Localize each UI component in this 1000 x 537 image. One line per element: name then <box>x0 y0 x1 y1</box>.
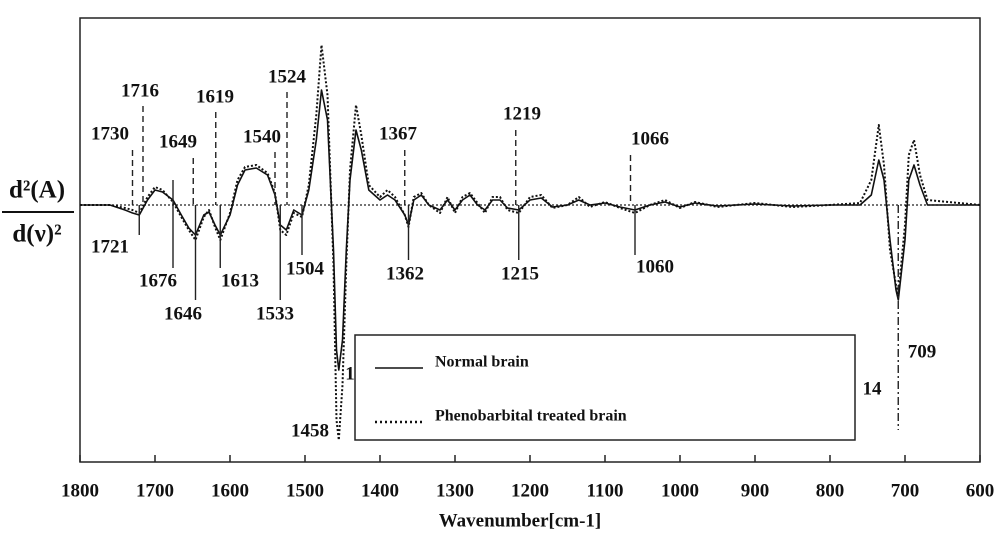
x-tick-label: 800 <box>816 480 845 501</box>
clipped-peak-label: 14 <box>863 378 883 399</box>
peak-label: 1458 <box>291 420 329 441</box>
peak-label: 1219 <box>503 103 541 124</box>
x-tick-label: 1300 <box>436 480 474 501</box>
x-tick-label: 700 <box>891 480 920 501</box>
spectrum-line <box>80 44 981 441</box>
x-tick-label: 1700 <box>136 480 174 501</box>
y-label-numerator: d²(A) <box>9 177 65 204</box>
peak-label: 1730 <box>91 123 129 144</box>
peak-label: 1504 <box>286 258 325 279</box>
x-tick-label: 1200 <box>511 480 549 501</box>
peak-label: 1215 <box>501 263 539 284</box>
peak-label: 1362 <box>386 263 424 284</box>
peak-label: 1646 <box>164 303 202 324</box>
peak-label: 1524 <box>268 66 307 87</box>
x-tick-label: 1100 <box>587 480 624 501</box>
legend-box <box>354 334 856 441</box>
peak-label: 1721 <box>91 236 129 257</box>
peak-label: 1619 <box>196 86 234 107</box>
x-tick-label: 1400 <box>361 480 399 501</box>
x-tick-label: 1800 <box>61 480 99 501</box>
peak-label: 1066 <box>631 128 669 149</box>
clipped-peak-label: 1 <box>345 363 355 384</box>
x-tick-label: 900 <box>741 480 770 501</box>
peak-label: 1367 <box>379 123 418 144</box>
peak-label: 1060 <box>636 256 674 277</box>
legend-label: Phenobarbital treated brain <box>435 408 627 425</box>
spectrum-line <box>80 89 980 371</box>
peak-label: 1649 <box>159 131 197 152</box>
y-label-denominator: d(ν)² <box>12 221 61 248</box>
x-tick-label: 1600 <box>211 480 249 501</box>
peak-label: 1613 <box>221 270 259 291</box>
x-axis-label: Wavenumber[cm-1] <box>439 510 602 531</box>
peak-label: 1540 <box>243 126 281 147</box>
x-tick-label: 600 <box>966 480 995 501</box>
legend-label: Normal brain <box>435 354 529 371</box>
peak-label: 709 <box>908 341 937 362</box>
peak-label: 1716 <box>121 80 159 101</box>
x-tick-label: 1500 <box>286 480 324 501</box>
peak-label: 1676 <box>139 270 177 291</box>
x-tick-label: 1000 <box>661 480 699 501</box>
peak-label: 1533 <box>256 303 294 324</box>
